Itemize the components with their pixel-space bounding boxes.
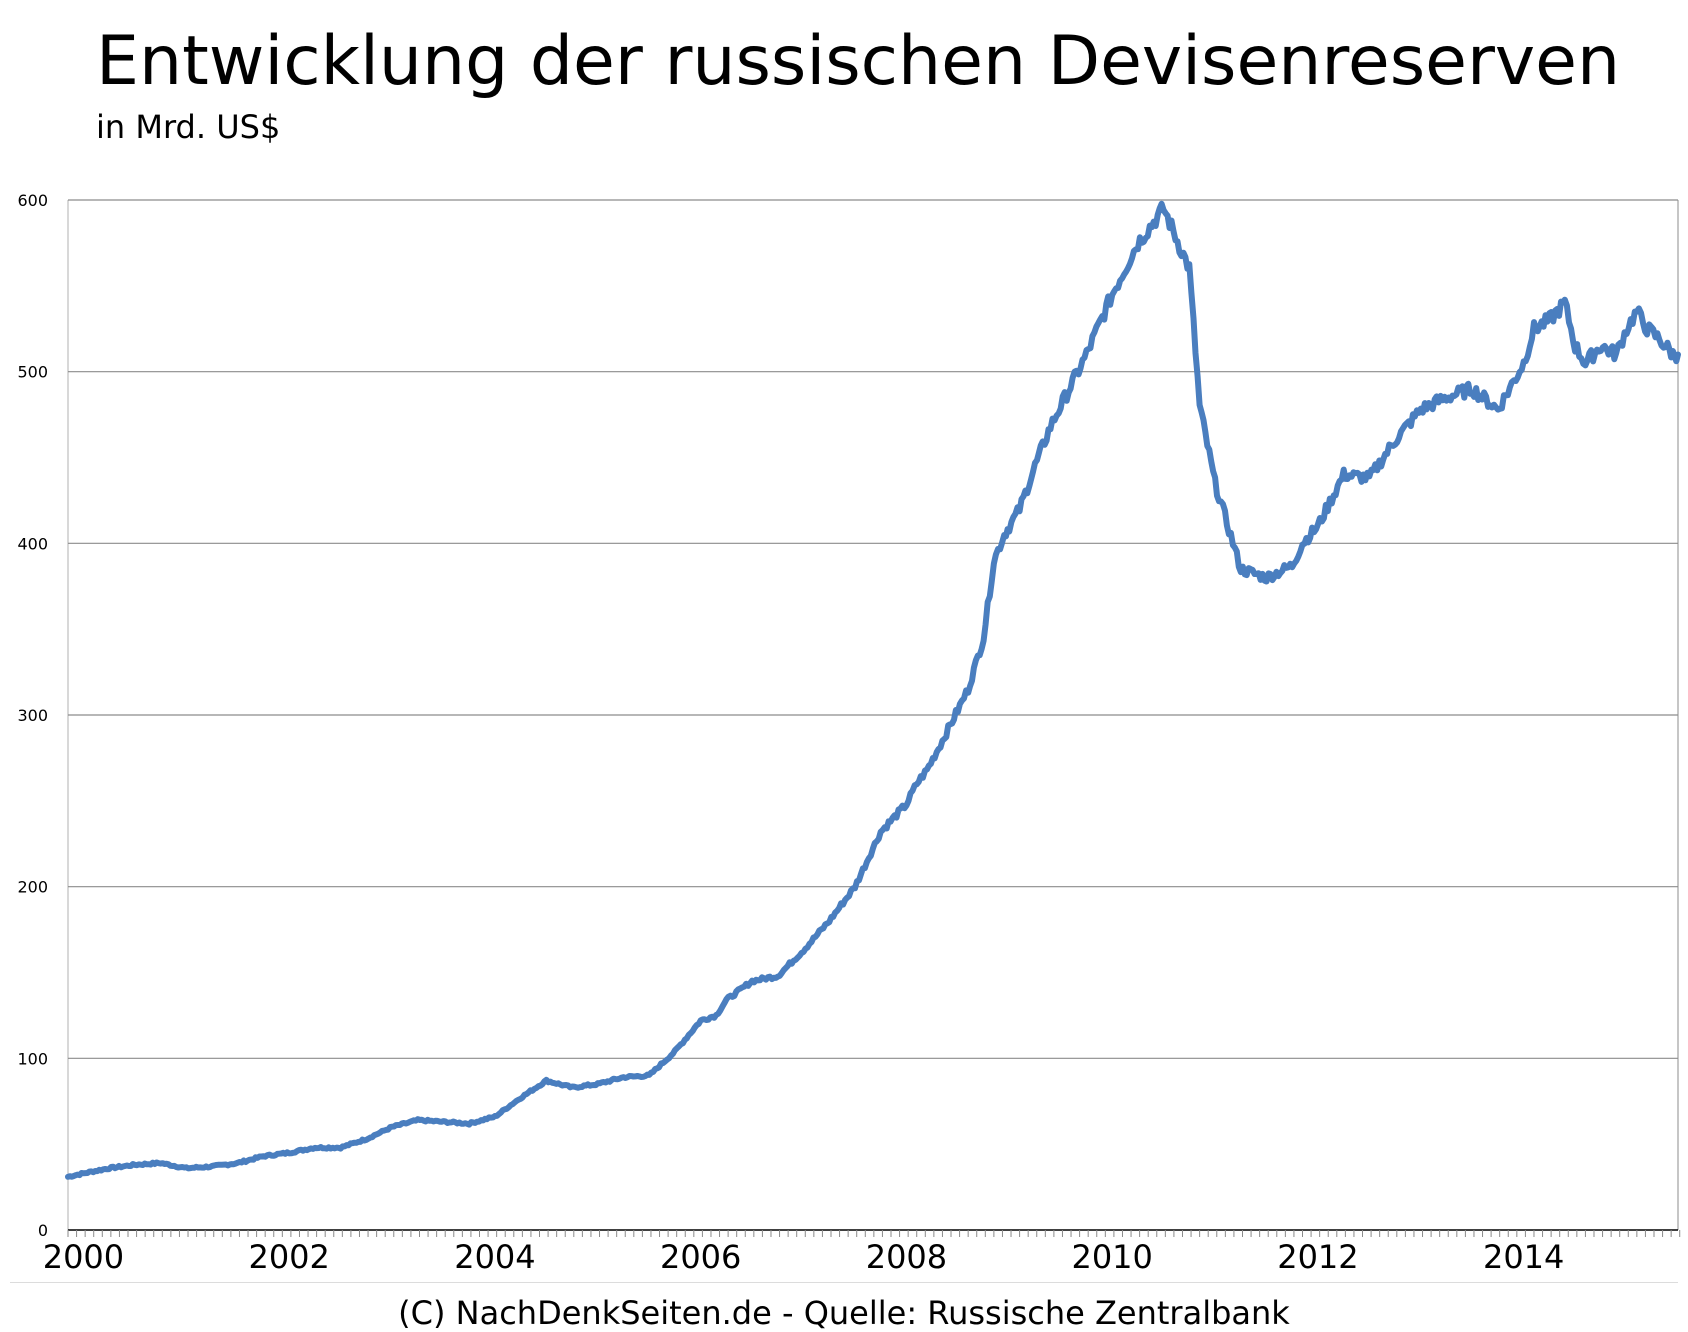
grid-lines <box>68 199 1678 1059</box>
footer-divider <box>10 1282 1678 1283</box>
chart-title: Entwicklung der russischen Devisenreserv… <box>96 22 1621 101</box>
y-tick-label: 100 <box>17 1049 48 1068</box>
y-axis: 0 100 200 300 400 500 600 <box>17 191 48 1240</box>
x-tick-label: 2006 <box>660 1238 741 1276</box>
line-chart: 0 100 200 300 400 500 600 2000 2002 2004 2006 2008… <box>17 191 1681 1276</box>
x-tick-label: 2004 <box>454 1238 535 1276</box>
x-axis-minor-ticks <box>67 1230 1681 1237</box>
x-tick-label: 2012 <box>1277 1238 1358 1276</box>
series-group <box>65 200 1681 1180</box>
y-tick-label: 400 <box>17 534 48 553</box>
x-tick-label: 2010 <box>1071 1238 1152 1276</box>
x-tick-label: 2002 <box>248 1238 329 1276</box>
x-axis: 2000 2002 2004 2006 2008 2010 2012 2014 <box>43 1238 1565 1276</box>
series-line-0 <box>65 200 1681 1180</box>
source-credit: (C) NachDenkSeiten.de - Quelle: Russisch… <box>398 1294 1290 1332</box>
y-tick-label: 300 <box>17 706 48 725</box>
x-tick-label: 2000 <box>43 1238 124 1276</box>
chart-subtitle: in Mrd. US$ <box>96 108 281 146</box>
y-tick-label: 600 <box>17 191 48 210</box>
x-tick-label: 2014 <box>1483 1238 1564 1276</box>
x-tick-label: 2008 <box>866 1238 947 1276</box>
y-tick-label: 0 <box>38 1221 48 1240</box>
y-tick-label: 500 <box>17 363 48 382</box>
y-tick-label: 200 <box>17 878 48 897</box>
